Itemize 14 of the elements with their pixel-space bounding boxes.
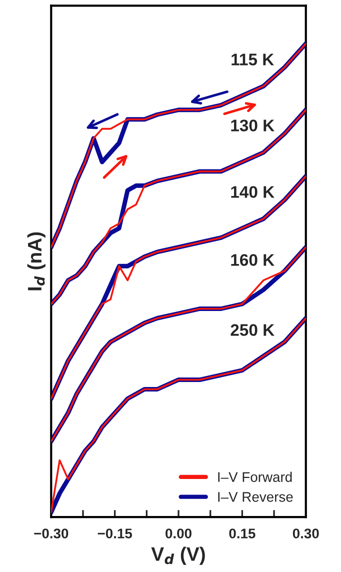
- x-axis-title: V$_{d}$ (V): [151, 546, 205, 565]
- y-axis-title: I$_{d}$ (nA): [27, 232, 46, 290]
- annotation: 130 K: [231, 120, 274, 132]
- x-tick-label: 0.30: [292, 528, 319, 538]
- x-tick-label: −0.15: [98, 528, 132, 538]
- x-tick-label: 0.15: [229, 528, 256, 538]
- x-tick-label: 0.00: [166, 528, 192, 538]
- annotation: 160 K: [231, 254, 274, 266]
- annotation: 250 K: [230, 324, 274, 336]
- annotation: 115 K: [232, 54, 274, 66]
- x-tick-label: −0.30: [34, 528, 68, 538]
- legend-label: I–V Forward: [218, 472, 292, 482]
- annotation: 140 K: [231, 186, 274, 198]
- legend-label: I–V Reverse: [218, 492, 293, 502]
